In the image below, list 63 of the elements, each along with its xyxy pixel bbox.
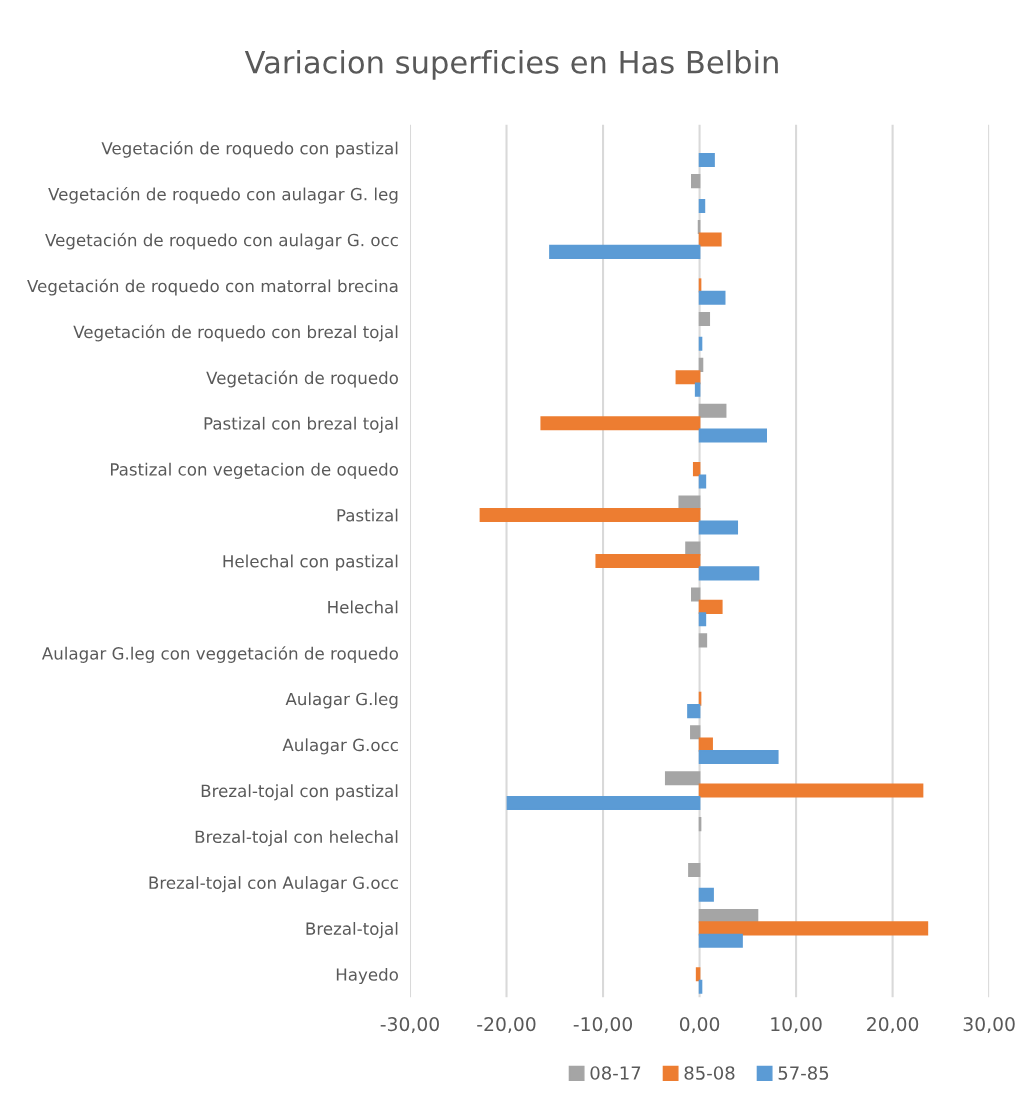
- y-tick-label: Pastizal con brezal tojal: [204, 416, 398, 433]
- y-tick-label: Brezal-tojal con Aulagar G.occ: [149, 876, 398, 893]
- bar: [675, 370, 701, 385]
- y-tick-label: Brezal-tojal con helechal: [195, 830, 398, 847]
- x-tick-label: -30,00: [380, 1017, 439, 1034]
- bar: [698, 520, 739, 535]
- bar: [694, 382, 701, 397]
- y-tick-label: Pastizal: [337, 508, 398, 522]
- bar: [698, 403, 727, 418]
- legend-label: 57-85: [778, 1066, 829, 1080]
- chart-title: Variacion superficies en Has Belbin: [244, 50, 778, 80]
- x-tick-label: 10,00: [771, 1017, 822, 1034]
- bar: [698, 566, 760, 581]
- bar: [698, 232, 722, 247]
- bar: [698, 933, 743, 948]
- bar: [698, 311, 711, 326]
- bar: [698, 633, 708, 648]
- bar: [506, 795, 701, 811]
- y-tick-label: Pastizal con vegetacion de oquedo: [110, 462, 398, 479]
- y-tick-label: Helechal con pastizal: [223, 554, 398, 571]
- y-tick-label: Hayedo: [336, 967, 398, 985]
- bar: [698, 612, 707, 627]
- y-tick-label: Vegetación de roquedo con brezal tojal: [73, 324, 398, 342]
- x-tick-label: -20,00: [477, 1017, 536, 1034]
- y-tick-label: Helechal: [328, 600, 398, 614]
- x-tick-label: 20,00: [867, 1017, 919, 1034]
- x-tick-label: 30,00: [963, 1017, 1015, 1034]
- y-tick-label: Vegetación de roquedo con aulagar G. occ: [45, 232, 398, 250]
- bar: [698, 198, 706, 213]
- y-tick-label: Aulagar G.leg con veggetación de roquedo: [41, 646, 398, 663]
- bar: [687, 704, 701, 719]
- bar: [549, 244, 701, 259]
- legend-label: 85-08: [684, 1066, 735, 1080]
- bar: [690, 725, 701, 740]
- bar: [698, 290, 726, 305]
- bar: [692, 462, 701, 477]
- bar: [664, 771, 701, 786]
- y-tick-label: Brezal-tojal: [306, 922, 398, 939]
- x-tick-label: 0,00: [679, 1017, 720, 1034]
- bar: [540, 416, 701, 431]
- bar: [698, 921, 929, 936]
- bar: [698, 750, 779, 765]
- y-tick-label: Aulagar G.occ: [282, 738, 398, 755]
- bar: [691, 174, 701, 189]
- y-tick-label: Brezal-tojal con pastizal: [201, 784, 398, 801]
- x-tick-label: -10,00: [573, 1017, 633, 1034]
- bar: [691, 587, 701, 602]
- bar: [698, 428, 767, 443]
- bar: [688, 862, 701, 878]
- y-tick-label: Vegetación de roquedo con aulagar G. leg: [48, 186, 398, 204]
- y-tick-label: Aulagar G.leg: [285, 692, 398, 709]
- bar: [698, 887, 714, 902]
- bar: [698, 474, 707, 489]
- bar: [698, 783, 924, 798]
- y-tick-label: Vegetación de roquedo con matorral brecina: [27, 278, 398, 296]
- bar: [595, 553, 701, 568]
- bar: [698, 599, 723, 614]
- y-tick-label: Vegetación de roquedo con pastizal: [101, 140, 398, 158]
- bar: [479, 507, 701, 523]
- legend-label: 08-17: [590, 1066, 641, 1080]
- y-tick-label: Vegetación de roquedo: [206, 370, 398, 388]
- bar: [695, 967, 701, 982]
- bar: [698, 152, 715, 168]
